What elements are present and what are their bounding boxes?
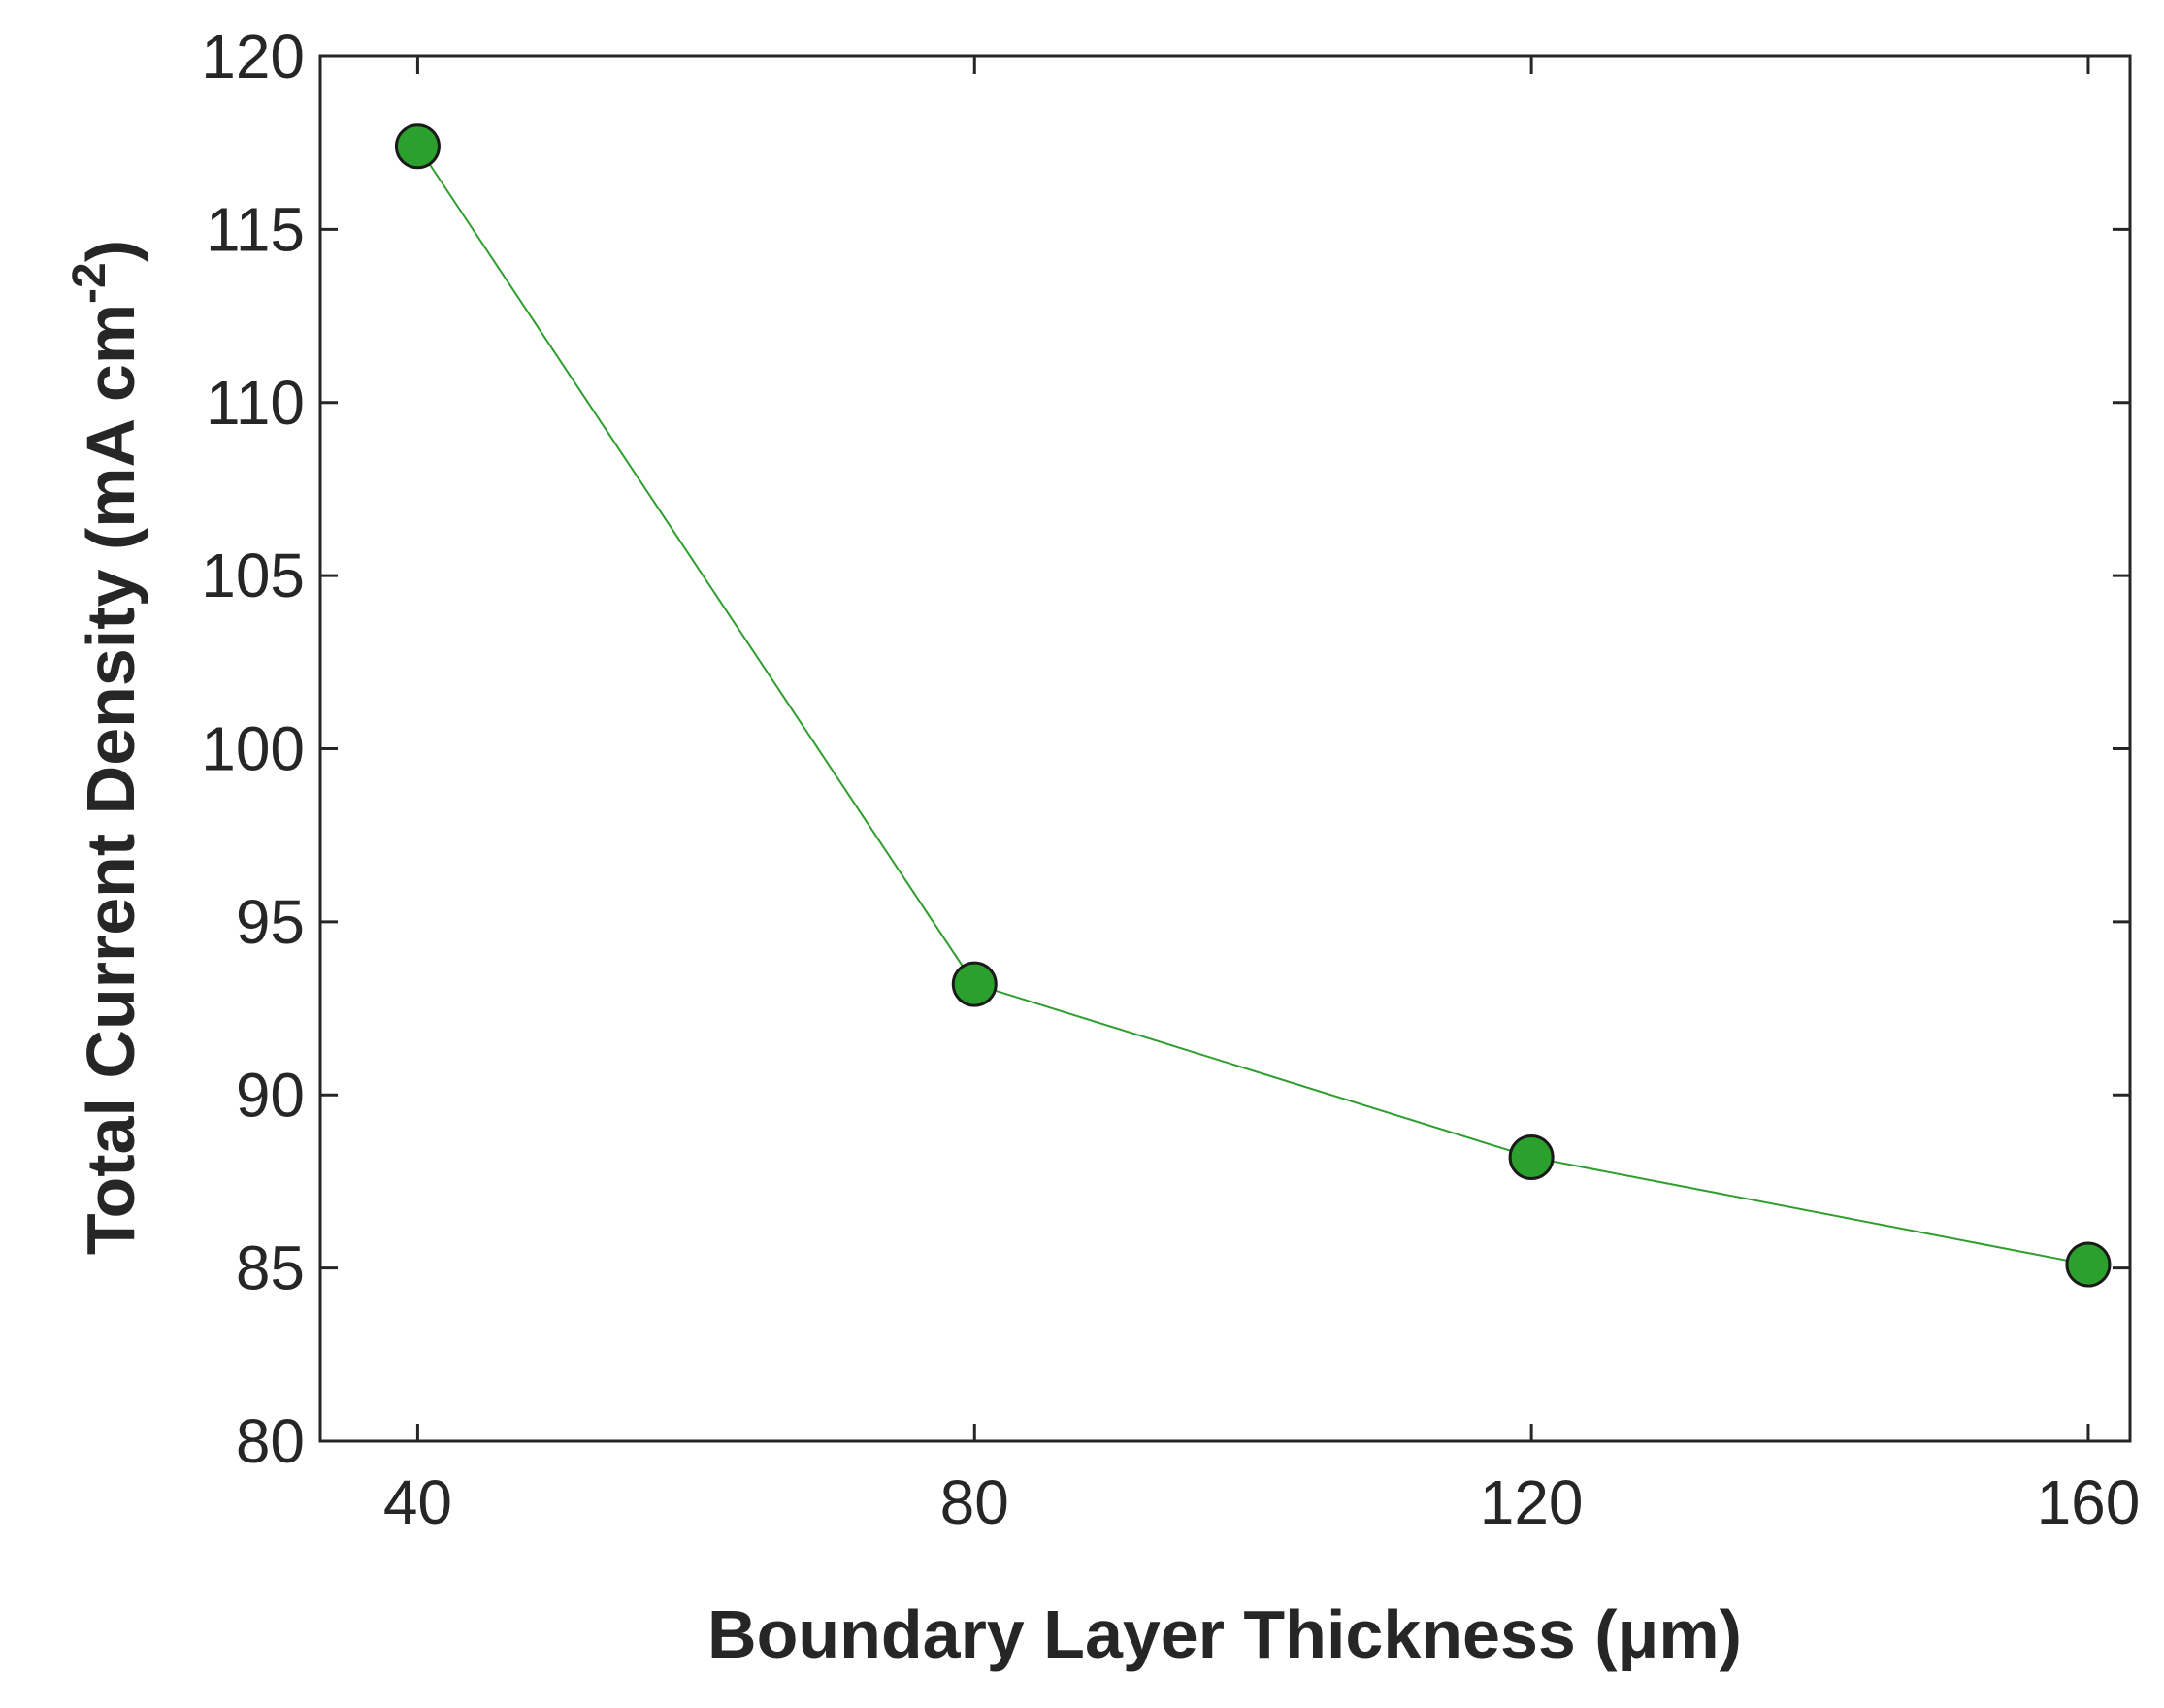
y-axis-title: Total Current Density (mA cm-2): [64, 240, 148, 1255]
y-axis: 80 85 90 95 100 105 110 115 120: [201, 21, 2130, 1476]
x-tick-label: 80: [940, 1467, 1009, 1537]
y-axis-title-superscript: -2: [64, 262, 115, 304]
x-axis: 40 80 120 160: [383, 56, 2141, 1537]
y-axis-title-tail: ): [73, 240, 148, 262]
y-tick-label: 100: [201, 714, 305, 784]
y-tick-label: 120: [201, 21, 305, 91]
y-tick-label: 110: [206, 368, 305, 438]
y-axis-title-main: Total Current Density (mA cm: [73, 304, 148, 1255]
x-axis-title: Boundary Layer Thickness (μm): [707, 1596, 1742, 1672]
y-tick-label: 80: [236, 1406, 305, 1476]
y-tick-label: 105: [201, 541, 305, 610]
data-point: [2065, 1241, 2112, 1288]
y-tick-label: 95: [236, 887, 305, 957]
x-tick-label: 40: [383, 1467, 452, 1537]
series-line: [416, 146, 2089, 1266]
plot-area: [318, 54, 2132, 1443]
x-tick-label: 160: [2037, 1467, 2141, 1537]
x-tick-label: 120: [1480, 1467, 1584, 1537]
series-markers: [394, 123, 2112, 1288]
y-tick-label: 85: [236, 1233, 305, 1303]
data-point: [394, 123, 441, 170]
data-point: [951, 961, 998, 1007]
y-tick-label: 115: [206, 194, 305, 264]
data-point: [1508, 1133, 1555, 1180]
y-tick-label: 90: [236, 1060, 305, 1130]
